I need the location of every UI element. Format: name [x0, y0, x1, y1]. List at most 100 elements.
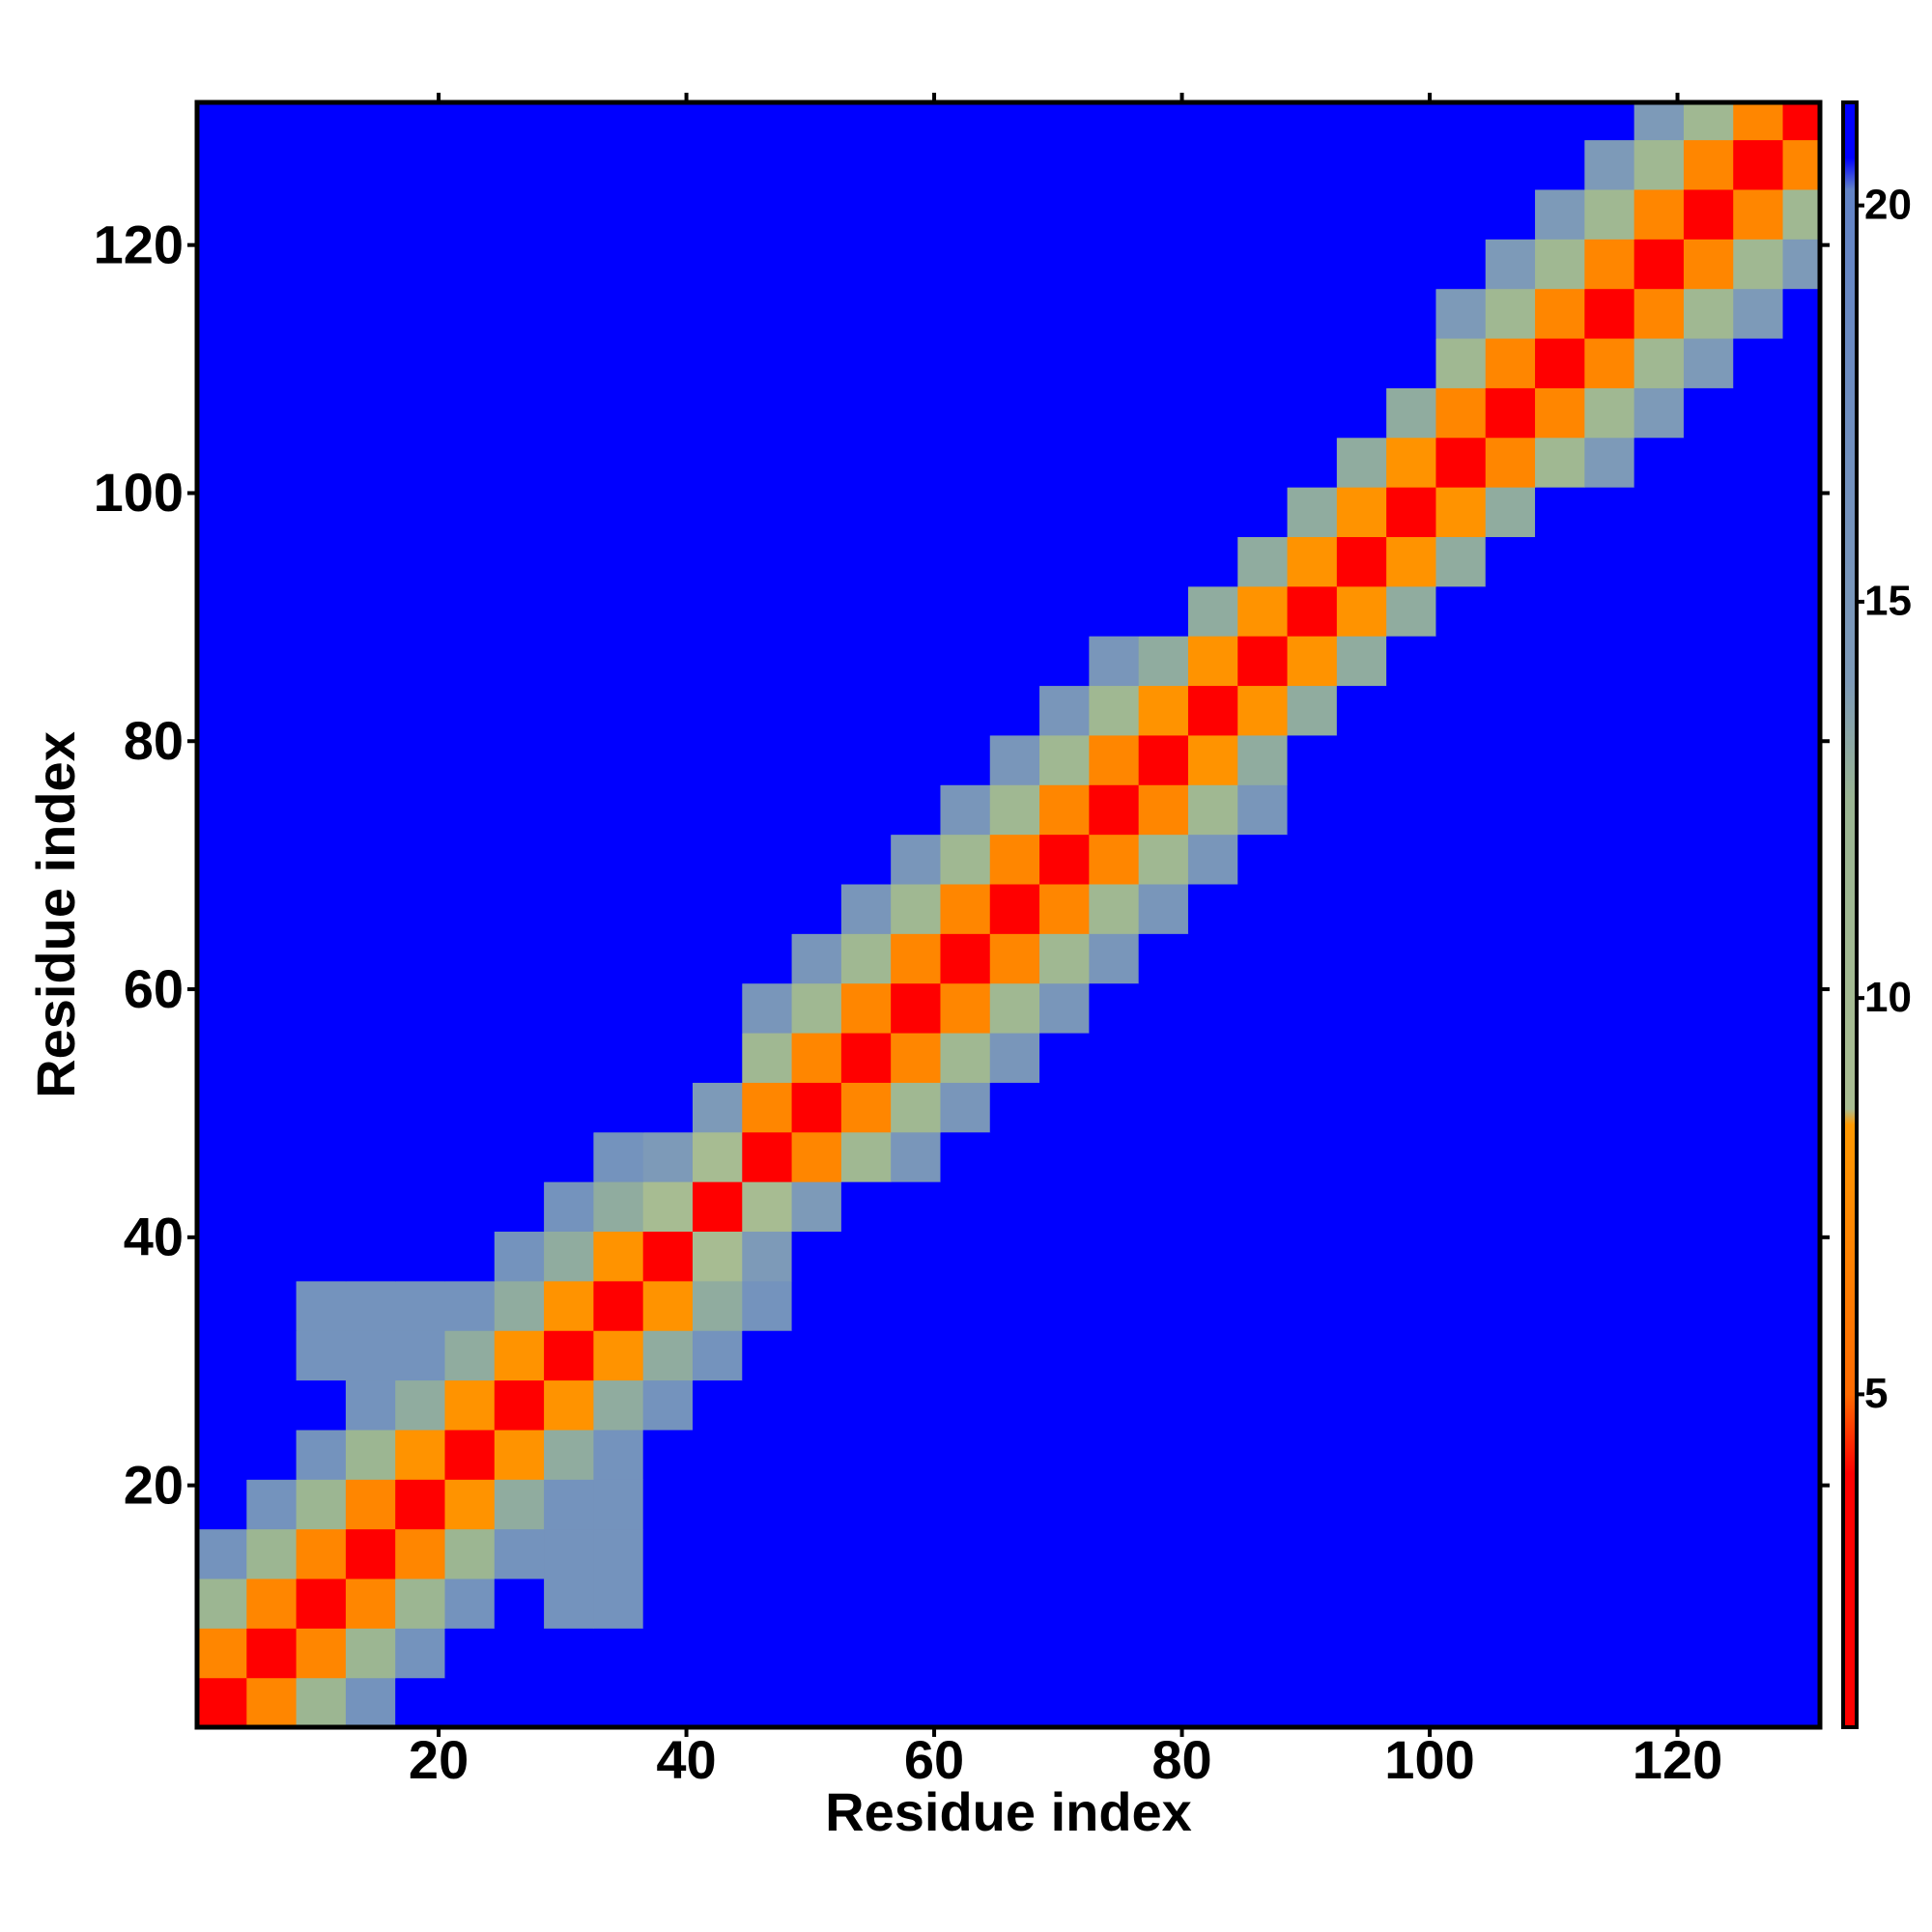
heatmap-cell	[642, 1082, 694, 1133]
heatmap-cell	[1287, 734, 1338, 785]
heatmap-cell	[1535, 102, 1585, 141]
x-tick-label: 60	[904, 1729, 964, 1790]
heatmap-cell	[246, 1231, 298, 1282]
heatmap-cell	[1287, 139, 1338, 190]
heatmap-cell	[1039, 1628, 1090, 1679]
heatmap-cell	[593, 102, 644, 141]
heatmap-cell	[246, 239, 298, 290]
heatmap-cell	[444, 834, 496, 885]
heatmap-cell	[1683, 734, 1734, 785]
heatmap-cell	[791, 288, 842, 339]
heatmap-cell	[544, 982, 594, 1034]
heatmap-cell	[1187, 1379, 1238, 1431]
heatmap-cell	[246, 734, 298, 785]
heatmap-cell	[197, 585, 247, 637]
heatmap-cell	[544, 188, 594, 240]
heatmap-cell	[989, 188, 1040, 240]
heatmap-cell	[1336, 734, 1387, 785]
heatmap-cell	[840, 982, 892, 1034]
heatmap-cell	[1584, 1429, 1635, 1480]
heatmap-cell	[891, 933, 942, 984]
heatmap-cell	[1733, 1429, 1784, 1480]
heatmap-cell	[1584, 784, 1635, 836]
heatmap-cell	[1089, 239, 1140, 290]
heatmap-cell	[1584, 982, 1635, 1034]
heatmap-cell	[1634, 1379, 1685, 1431]
heatmap-cell	[1336, 1379, 1387, 1431]
heatmap-cell	[1336, 536, 1387, 587]
heatmap-cell	[1386, 1082, 1437, 1133]
heatmap-cell	[197, 1032, 247, 1083]
heatmap-cell	[940, 982, 991, 1034]
heatmap-cell	[791, 933, 842, 984]
heatmap-cell	[642, 1677, 694, 1727]
heatmap-cell	[989, 536, 1040, 587]
heatmap-cell	[197, 1479, 247, 1530]
heatmap-cell	[692, 188, 743, 240]
heatmap-cell	[1089, 834, 1140, 885]
heatmap-cell	[692, 387, 743, 439]
heatmap-cell	[989, 685, 1040, 736]
heatmap-cell	[1187, 883, 1238, 934]
heatmap-cell	[345, 1577, 396, 1629]
heatmap-cell	[1535, 437, 1585, 488]
heatmap-cell	[1584, 1181, 1635, 1233]
heatmap-cell	[494, 1677, 545, 1727]
heatmap-cell	[1386, 1280, 1437, 1331]
heatmap-cell	[1089, 734, 1140, 785]
heatmap-cell	[1485, 1280, 1536, 1331]
heatmap-cell	[1187, 1131, 1238, 1182]
heatmap-cell	[1435, 883, 1487, 934]
heatmap-cell	[494, 102, 545, 141]
heatmap-cell	[444, 288, 496, 339]
heatmap-cell	[395, 139, 446, 190]
heatmap-cell	[1782, 883, 1820, 934]
heatmap-cell	[1634, 1677, 1685, 1727]
heatmap-cell	[1782, 102, 1820, 141]
heatmap-cell	[1584, 1628, 1635, 1679]
heatmap-cell	[1782, 337, 1820, 388]
heatmap-cell	[1138, 1131, 1189, 1182]
heatmap-cell	[692, 1082, 743, 1133]
heatmap-cell	[1733, 102, 1784, 141]
heatmap-cell	[1733, 1479, 1784, 1530]
heatmap-cell	[296, 734, 347, 785]
heatmap-cell	[1683, 1577, 1734, 1629]
heatmap-cell	[544, 337, 594, 388]
heatmap-cell	[1187, 387, 1238, 439]
heatmap-cell	[1634, 636, 1685, 687]
heatmap-cell	[246, 636, 298, 687]
heatmap-cell	[1584, 1379, 1635, 1431]
heatmap-cell	[345, 1379, 396, 1431]
heatmap-cell	[1584, 1528, 1635, 1579]
heatmap-cell	[1535, 982, 1585, 1034]
heatmap-cell	[1535, 1479, 1585, 1530]
heatmap-cell	[791, 188, 842, 240]
heatmap-cell	[345, 1429, 396, 1480]
heatmap-cell	[296, 102, 347, 141]
heatmap-cell	[345, 1181, 396, 1233]
heatmap-cell	[494, 1479, 545, 1530]
heatmap-cell	[1733, 1628, 1784, 1679]
heatmap-cell	[989, 1379, 1040, 1431]
heatmap-cell	[1485, 784, 1536, 836]
heatmap-cell	[692, 1528, 743, 1579]
heatmap-cell	[1782, 1231, 1820, 1282]
heatmap-cell	[1039, 1231, 1090, 1282]
heatmap-cell	[444, 1280, 496, 1331]
heatmap-cell	[1733, 1181, 1784, 1233]
heatmap-cell	[1733, 337, 1784, 388]
heatmap-cell	[1039, 636, 1090, 687]
heatmap-cell	[1782, 1379, 1820, 1431]
x-tick-label: 100	[1384, 1729, 1474, 1790]
heatmap-cell	[395, 1032, 446, 1083]
heatmap-cell	[296, 1280, 347, 1331]
heatmap-cell	[1733, 188, 1784, 240]
heatmap-cell	[1634, 883, 1685, 934]
heatmap-cell	[593, 982, 644, 1034]
heatmap-cell	[1485, 1131, 1536, 1182]
heatmap-cell	[1584, 1131, 1635, 1182]
heatmap-cell	[1535, 1677, 1585, 1727]
heatmap-cell	[1435, 288, 1487, 339]
heatmap-cell	[1386, 784, 1437, 836]
